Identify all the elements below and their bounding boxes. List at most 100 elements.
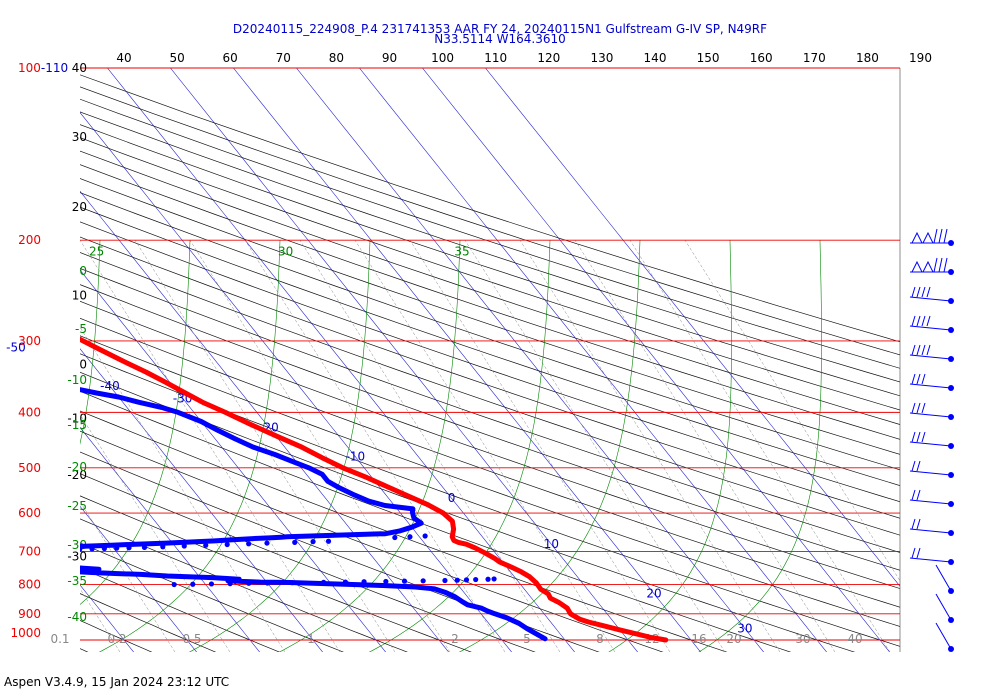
dewpoint-outlier-point xyxy=(463,577,470,583)
top-axis-tick-label: 120 xyxy=(537,51,560,65)
dewpoint-outlier-point xyxy=(181,543,187,549)
dewpoint-outlier-point xyxy=(310,539,316,545)
dewpoint-outlier-point xyxy=(473,576,479,583)
moist-adiabat-line xyxy=(99,240,281,652)
dry-adiabat-line xyxy=(80,284,900,571)
top-axis-tick-label: 50 xyxy=(169,51,184,65)
height-tick-label: -10 xyxy=(67,412,87,426)
dry-adiabat-line xyxy=(80,98,900,369)
dewpoint-outlier-point xyxy=(227,581,233,587)
chart-title-line-2: N33.5114 W164.3610 xyxy=(434,32,566,46)
top-axis-tick-label: 100 xyxy=(431,51,454,65)
wind-barb xyxy=(935,564,954,594)
isotherm-line xyxy=(170,68,638,652)
wind-barb xyxy=(935,622,954,652)
height-tick-label: 40 xyxy=(72,61,87,75)
height-tick-label: -20 xyxy=(67,468,87,482)
dry-adiabat-line xyxy=(80,317,900,608)
wind-barb xyxy=(909,315,954,333)
dewpoint-profile-line xyxy=(80,387,548,642)
mixing-ratio-line xyxy=(629,240,891,652)
height-tick-label: -30 xyxy=(67,550,87,564)
wind-barb xyxy=(935,593,954,623)
theta-label: 25 xyxy=(89,244,104,258)
pressure-tick-label: 500 xyxy=(18,461,41,475)
mixing-ratio-line xyxy=(299,240,561,652)
dewpoint-outlier-point xyxy=(126,545,132,551)
mixing-ratio-label: 0.2 xyxy=(107,632,126,646)
dewpoint-outlier-point xyxy=(114,545,120,551)
software-footer: Aspen V3.4.9, 15 Jan 2024 23:12 UTC xyxy=(4,675,230,689)
wind-barb xyxy=(909,286,954,304)
pressure-tick-label: 1000 xyxy=(10,626,41,640)
isotherm-line xyxy=(233,68,701,652)
pressure-tick-label: 100-110 xyxy=(18,61,68,75)
theta-left-label: -35 xyxy=(67,574,87,588)
mixing-ratio-line xyxy=(464,240,726,652)
theta-left-label: -5 xyxy=(75,322,87,336)
dewpoint-outlier-point xyxy=(89,546,95,552)
dry-adiabat-line xyxy=(80,221,900,503)
wind-barb xyxy=(909,460,954,478)
mixing-ratio-line xyxy=(354,240,616,652)
mixing-ratio-label: 0.5 xyxy=(182,632,201,646)
mixing-ratio-label: 5 xyxy=(523,632,531,646)
moist-adiabat-line xyxy=(608,240,732,652)
top-axis-tick-label: 180 xyxy=(856,51,879,65)
wind-barb xyxy=(909,402,954,420)
mixing-ratio-line xyxy=(409,240,671,652)
wind-barb xyxy=(910,257,954,275)
dry-adiabat-line xyxy=(80,111,900,383)
dry-adiabat-line xyxy=(80,252,900,536)
dewpoint-outlier-point xyxy=(442,577,448,584)
dry-adiabat-line xyxy=(80,495,472,652)
dewpoint-outlier-point xyxy=(420,578,426,584)
dewpoint-outlier-point xyxy=(292,539,298,545)
dewpoint-outlier-point xyxy=(325,538,332,544)
mixing-ratio-label: 40 xyxy=(847,632,862,646)
dry-adiabat-line xyxy=(80,567,281,652)
dewpoint-outlier-point xyxy=(321,579,327,585)
dry-adiabat-line xyxy=(80,192,900,471)
height-tick-label: 20 xyxy=(72,200,87,214)
isotherm-label: 20 xyxy=(646,587,661,601)
wind-barb xyxy=(909,489,954,507)
moist-adiabat-line xyxy=(698,240,822,652)
dry-adiabat-line xyxy=(80,178,900,455)
dry-adiabat-line xyxy=(80,353,900,647)
theta-left-label: -15 xyxy=(67,418,87,432)
dewpoint-outlier-point xyxy=(190,581,196,587)
dry-adiabat-line xyxy=(80,542,344,652)
temperature-profile-line xyxy=(80,336,669,643)
dewpoint-outlier-point xyxy=(50,548,55,553)
isotherm-label: 30 xyxy=(737,622,752,636)
wind-barb xyxy=(909,431,954,449)
dewpoint-outlier-point xyxy=(246,580,252,586)
dewpoint-outlier-point xyxy=(392,534,398,541)
pressure-tick-label: 800 xyxy=(18,578,41,592)
height-tick-label: 30 xyxy=(72,130,87,144)
top-axis-tick-label: 130 xyxy=(590,51,613,65)
isotherm-line xyxy=(485,68,900,587)
mixing-ratio-label: 0.1 xyxy=(50,632,69,646)
mixing-ratio-line xyxy=(80,413,231,652)
wind-barb xyxy=(909,518,954,536)
moist-adiabat-line xyxy=(80,240,101,445)
moist-adiabat-line xyxy=(80,240,191,605)
dry-adiabat-line xyxy=(80,86,900,356)
theta-label: 35 xyxy=(454,244,469,258)
top-axis-tick-label: 60 xyxy=(223,51,238,65)
pressure-tick-label: 300 xyxy=(18,334,41,348)
dewpoint-outlier-point xyxy=(407,534,413,540)
top-axis-tick-label: 90 xyxy=(382,51,397,65)
dry-adiabat-line xyxy=(80,267,900,553)
wind-barb xyxy=(909,344,954,362)
theta-left-label: 0 xyxy=(79,264,87,278)
dewpoint-outlier-point xyxy=(208,581,215,587)
isotherm-line xyxy=(80,584,134,652)
dewpoint-outlier-point xyxy=(246,541,252,547)
dewpoint-outlier-point xyxy=(80,546,83,552)
dry-adiabat-line xyxy=(80,300,900,589)
dewpoint-outlier-point xyxy=(101,545,107,552)
moist-adiabat-line xyxy=(189,240,371,652)
